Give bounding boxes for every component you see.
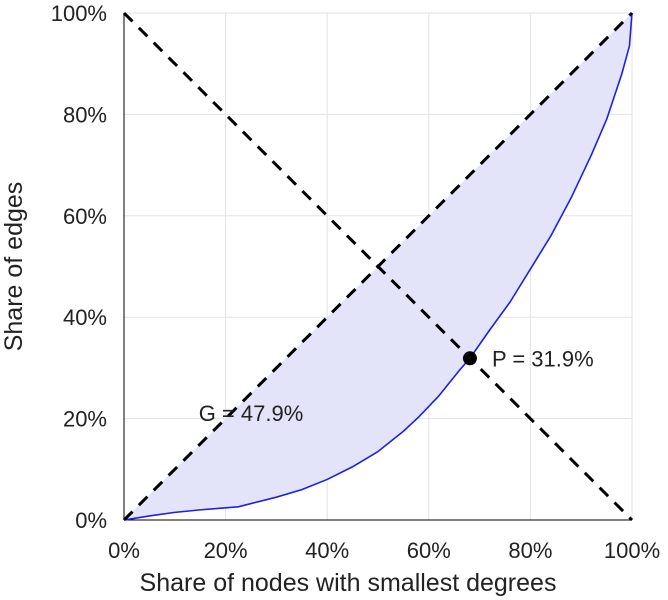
series-layer	[122, 11, 634, 522]
y-tick-label: 20%	[63, 407, 107, 432]
x-tick-label: 20%	[204, 538, 248, 563]
x-tick-label: 0%	[108, 538, 140, 563]
anti-diagonal-dashed-line	[122, 11, 634, 522]
y-tick-label: 0%	[75, 508, 107, 533]
gini-annotation: G = 47.9%	[199, 401, 304, 426]
highlight-point-dot	[462, 351, 477, 366]
y-axis-label: Share of edges	[0, 182, 28, 352]
lorenz-curve-line	[123, 12, 633, 521]
y-tick-label: 40%	[63, 305, 107, 330]
x-tick-label: 40%	[305, 538, 349, 563]
y-tick-labels: 0% 20% 40% 60% 80% 100%	[51, 1, 107, 533]
x-axis-label: Share of nodes with smallest degrees	[140, 569, 557, 597]
x-tick-label: 100%	[604, 538, 660, 563]
x-tick-label: 80%	[508, 538, 552, 563]
y-tick-label: 80%	[63, 102, 107, 127]
y-tick-label: 100%	[51, 1, 107, 26]
y-tick-label: 60%	[63, 204, 107, 229]
x-tick-labels: 0% 20% 40% 60% 80% 100%	[108, 538, 660, 563]
x-tick-label: 60%	[407, 538, 451, 563]
highlight-point-label: P = 31.9%	[492, 346, 594, 371]
